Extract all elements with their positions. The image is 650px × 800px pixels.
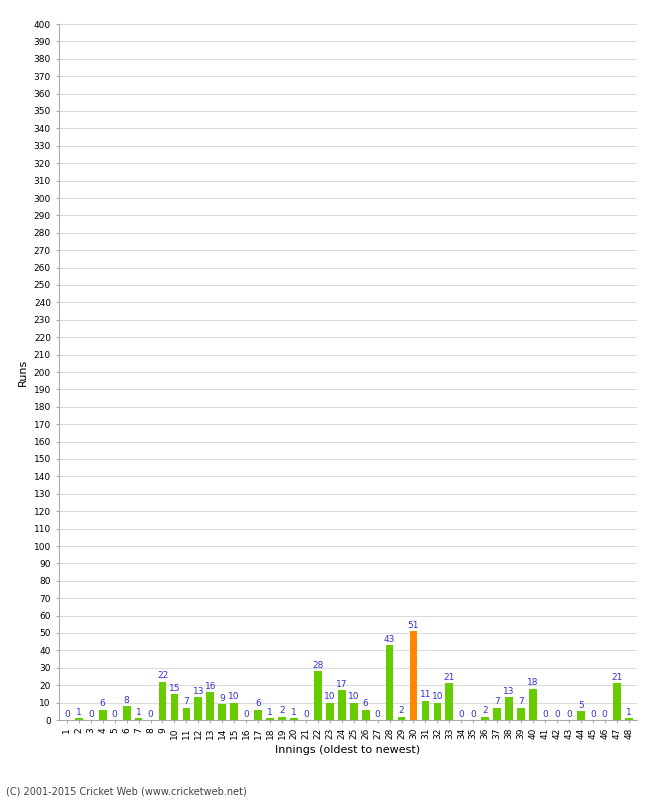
Text: 28: 28 [312, 661, 324, 670]
X-axis label: Innings (oldest to newest): Innings (oldest to newest) [275, 745, 421, 754]
Text: 7: 7 [518, 698, 524, 706]
Text: 1: 1 [136, 708, 142, 717]
Text: 0: 0 [602, 710, 608, 718]
Text: 0: 0 [148, 710, 153, 718]
Text: 1: 1 [76, 708, 82, 717]
Text: 16: 16 [205, 682, 216, 690]
Bar [99, 710, 107, 720]
Bar [434, 702, 441, 720]
Text: 0: 0 [64, 710, 70, 718]
Text: 13: 13 [192, 687, 204, 696]
Bar [218, 704, 226, 720]
Bar [362, 710, 370, 720]
Text: 2: 2 [482, 706, 488, 715]
Bar [159, 682, 166, 720]
Text: 10: 10 [324, 692, 335, 702]
Text: 15: 15 [169, 683, 180, 693]
Bar [314, 671, 322, 720]
Text: (C) 2001-2015 Cricket Web (www.cricketweb.net): (C) 2001-2015 Cricket Web (www.cricketwe… [6, 786, 247, 796]
Bar [338, 690, 346, 720]
Bar [398, 717, 406, 720]
Bar [445, 683, 453, 720]
Text: 7: 7 [183, 698, 189, 706]
Text: 0: 0 [590, 710, 595, 718]
Bar [529, 689, 537, 720]
Text: 0: 0 [471, 710, 476, 718]
Bar [613, 683, 621, 720]
Text: 8: 8 [124, 696, 129, 705]
Bar [207, 692, 215, 720]
Text: 1: 1 [267, 708, 273, 717]
Bar [505, 698, 513, 720]
Text: 0: 0 [554, 710, 560, 718]
Bar [493, 708, 501, 720]
Text: 0: 0 [243, 710, 249, 718]
Text: 0: 0 [542, 710, 548, 718]
Bar [135, 718, 142, 720]
Bar [625, 718, 632, 720]
Text: 22: 22 [157, 671, 168, 680]
Text: 11: 11 [420, 690, 431, 699]
Bar [75, 718, 83, 720]
Bar [170, 694, 178, 720]
Text: 0: 0 [566, 710, 572, 718]
Bar [278, 717, 286, 720]
Bar [123, 706, 131, 720]
Text: 7: 7 [494, 698, 500, 706]
Text: 6: 6 [255, 699, 261, 708]
Bar [517, 708, 525, 720]
Bar [230, 702, 238, 720]
Y-axis label: Runs: Runs [18, 358, 28, 386]
Bar [290, 718, 298, 720]
Text: 9: 9 [219, 694, 225, 703]
Text: 0: 0 [458, 710, 464, 718]
Text: 51: 51 [408, 621, 419, 630]
Text: 2: 2 [280, 706, 285, 715]
Text: 17: 17 [336, 680, 348, 689]
Text: 43: 43 [384, 634, 395, 644]
Bar [194, 698, 202, 720]
Text: 0: 0 [303, 710, 309, 718]
Text: 6: 6 [363, 699, 369, 708]
Bar [481, 717, 489, 720]
Bar [410, 631, 417, 720]
Text: 0: 0 [88, 710, 94, 718]
Text: 13: 13 [503, 687, 515, 696]
Text: 21: 21 [611, 673, 622, 682]
Text: 1: 1 [626, 708, 632, 717]
Bar [385, 645, 393, 720]
Text: 10: 10 [432, 692, 443, 702]
Bar [350, 702, 358, 720]
Bar [422, 701, 430, 720]
Bar [326, 702, 333, 720]
Bar [577, 711, 585, 720]
Text: 10: 10 [228, 692, 240, 702]
Text: 0: 0 [112, 710, 118, 718]
Text: 21: 21 [444, 673, 455, 682]
Text: 10: 10 [348, 692, 359, 702]
Bar [183, 708, 190, 720]
Text: 6: 6 [100, 699, 105, 708]
Text: 2: 2 [398, 706, 404, 715]
Text: 1: 1 [291, 708, 297, 717]
Text: 18: 18 [527, 678, 539, 687]
Bar [266, 718, 274, 720]
Bar [254, 710, 262, 720]
Text: 0: 0 [375, 710, 380, 718]
Text: 5: 5 [578, 701, 584, 710]
